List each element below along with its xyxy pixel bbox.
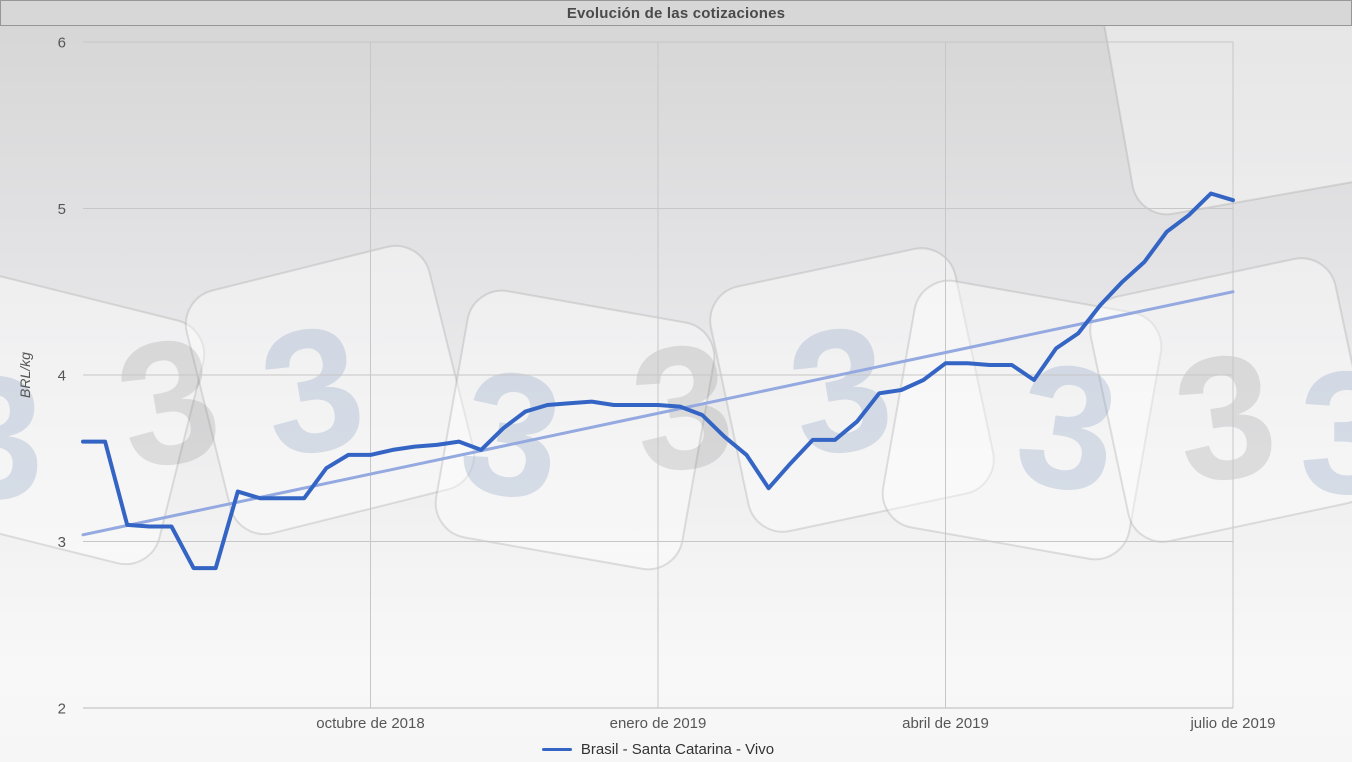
x-tick-label: abril de 2019 [902,715,989,732]
series-line[interactable] [81,191,1235,571]
x-tick-label: octubre de 2018 [316,715,424,732]
trend-line [81,290,1235,537]
legend-line-swatch [541,747,572,751]
x-tick-label: enero de 2019 [610,715,707,732]
watermark-tile [1099,0,1352,216]
y-tick-label: 6 [58,34,66,51]
legend: Brasil - Santa Catarina - Vivo [0,737,1316,761]
watermark-tile [0,274,206,566]
watermark-glyph: 3 [0,341,44,536]
chart-title-bar: Evolución de las cotizaciones [0,0,1352,26]
watermark: 333333333 [0,0,1352,571]
y-tick-label: 2 [58,700,66,717]
legend-label: Brasil - Santa Catarina - Vivo [580,740,775,758]
y-tick-label: 4 [58,367,66,384]
y-tick-label: 3 [58,534,66,551]
y-axis-title: BRL/kg [17,352,33,398]
y-tick-label: 5 [58,201,66,218]
x-tick-label: julio de 2019 [1189,715,1275,732]
watermark-tile [184,244,476,536]
watermark-tile [1089,257,1352,543]
watermark-glyph: 3 [1299,336,1352,531]
chart-title: Evolución de las cotizaciones [566,4,786,22]
